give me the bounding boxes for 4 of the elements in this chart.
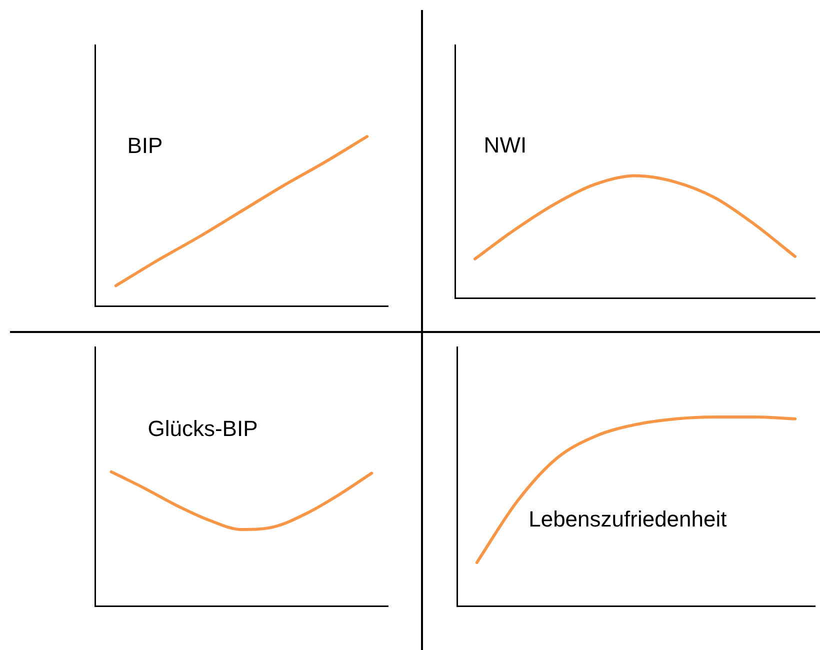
text: NWI <box>484 132 527 158</box>
text: BIP <box>127 132 163 158</box>
series-label: Lebenszufriedenheit <box>528 506 727 532</box>
series-label: Glücks-BIP <box>148 416 258 441</box>
